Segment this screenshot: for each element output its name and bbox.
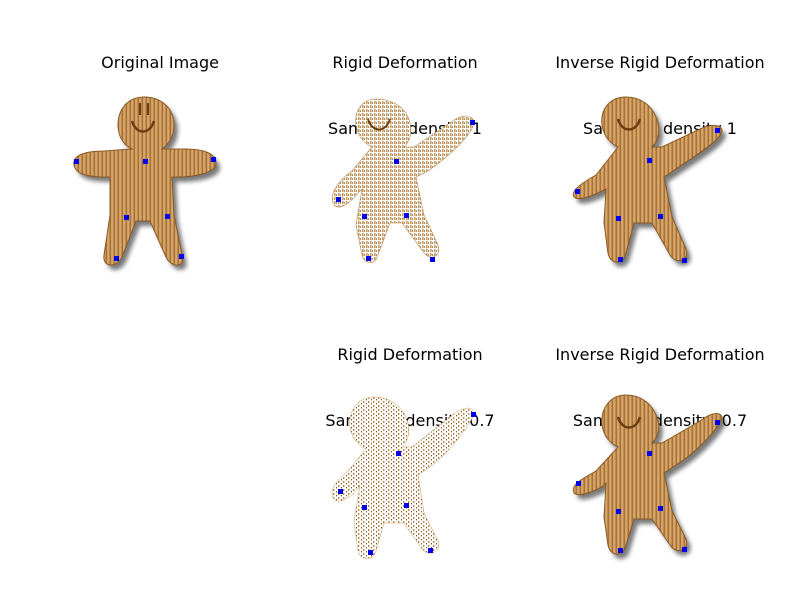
original-image-panel xyxy=(58,85,258,285)
rigid-1-title-line1: Rigid Deformation xyxy=(332,53,478,72)
cookie-body xyxy=(572,394,723,555)
control-points xyxy=(575,128,720,263)
inverse-07-title-line1: Inverse Rigid Deformation xyxy=(555,345,765,364)
gingerbread-inverse-1 xyxy=(572,96,726,267)
original-title: Original Image xyxy=(55,30,255,74)
cookie-smile xyxy=(130,120,156,133)
inverse-1-title-line1: Inverse Rigid Deformation xyxy=(555,53,765,72)
control-points xyxy=(338,412,476,555)
gingerbread-original xyxy=(73,96,220,271)
control-points xyxy=(336,120,475,262)
control-points xyxy=(576,420,720,553)
inverse-rigid-07-panel xyxy=(560,385,760,585)
gingerbread-rigid-1 xyxy=(332,98,475,263)
cookie-body xyxy=(331,396,475,559)
gingerbread-rigid-07 xyxy=(331,396,476,559)
rigid-07-title-line1: Rigid Deformation xyxy=(337,345,483,364)
original-title-line1: Original Image xyxy=(101,53,219,72)
inverse-rigid-1-panel xyxy=(560,85,760,285)
rigid-deformation-1-panel xyxy=(318,85,518,285)
cookie-body xyxy=(73,96,217,266)
control-points xyxy=(74,157,216,261)
gingerbread-inverse-07 xyxy=(572,394,726,559)
rigid-deformation-07-panel xyxy=(318,385,518,585)
cookie-body xyxy=(332,98,475,263)
cookie-body xyxy=(572,96,723,263)
